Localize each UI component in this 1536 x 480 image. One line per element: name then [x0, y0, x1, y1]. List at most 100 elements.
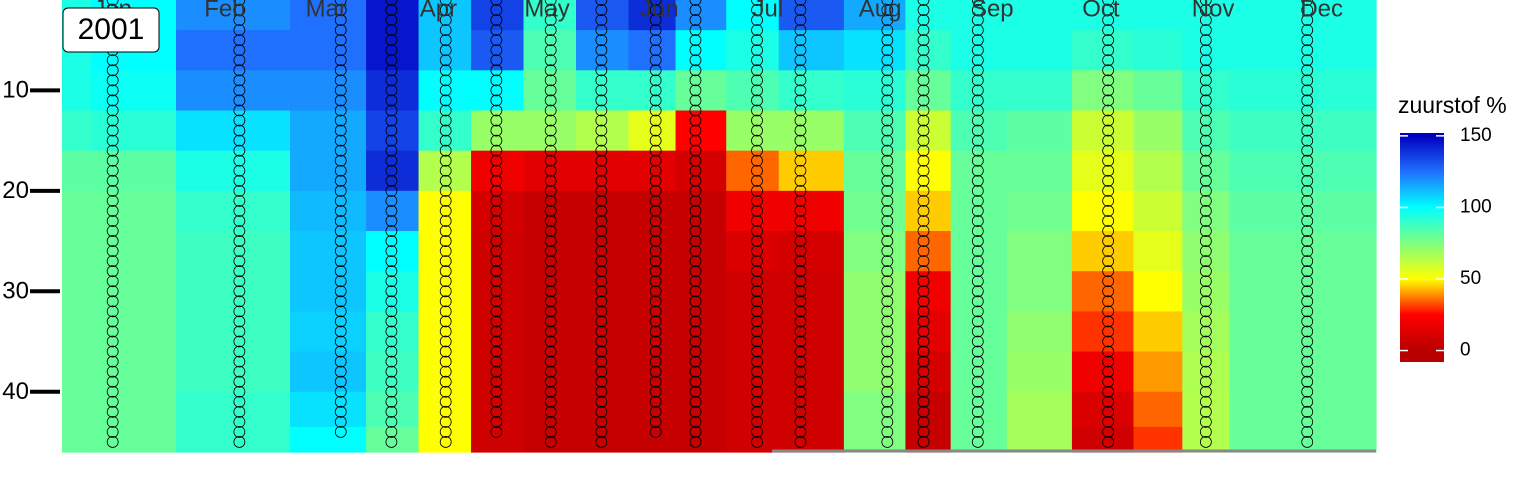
sample-point [1199, 54, 1212, 67]
sample-point [233, 94, 246, 107]
sample-point [881, 395, 894, 408]
sample-point [689, 174, 702, 187]
heat-cell [778, 30, 845, 71]
sample-point [794, 164, 807, 177]
heat-cell [1006, 110, 1073, 152]
sample-point [595, 114, 608, 127]
sample-point [106, 114, 119, 127]
sample-point [439, 315, 452, 328]
sample-point [971, 194, 984, 207]
sample-point [1102, 24, 1115, 37]
sample-point [1102, 315, 1115, 328]
sample-point [1199, 325, 1212, 338]
sample-point [1199, 184, 1212, 197]
heat-cell [176, 0, 291, 31]
sample-point [385, 255, 398, 268]
sample-point [689, 74, 702, 87]
sample-point [544, 265, 557, 278]
sample-point [385, 436, 398, 448]
sample-point [1199, 305, 1212, 318]
heat-cell [176, 30, 291, 71]
sample-point [751, 436, 763, 448]
sample-point [233, 194, 246, 207]
heat-cell [176, 311, 291, 353]
sample-point [544, 4, 557, 16]
sample-point [689, 355, 702, 368]
sample-point [106, 265, 119, 278]
sample-point [794, 365, 807, 378]
sample-point [971, 325, 984, 338]
sample-point [1301, 415, 1314, 428]
heat-cell [418, 70, 472, 112]
sample-point [544, 375, 557, 388]
sample-point [917, 205, 930, 217]
heat-cell [905, 351, 952, 393]
sample-point [1199, 295, 1212, 308]
sample-point [490, 235, 503, 247]
sample-point [881, 0, 894, 6]
heat-cell [950, 271, 1008, 312]
heat-cell [628, 351, 677, 393]
sample-point [106, 54, 119, 67]
heat-cell [1280, 190, 1335, 232]
sample-point [689, 164, 702, 177]
heat-cell [1280, 426, 1335, 453]
heat-cell [366, 391, 420, 428]
colorbar-label: 100 [1460, 196, 1492, 217]
sample-point [490, 194, 503, 207]
sample-point [544, 255, 557, 268]
sample-point [649, 395, 662, 408]
sample-point [1102, 265, 1115, 278]
sample-point [233, 144, 246, 157]
sample-point [385, 64, 398, 77]
sample-point [1301, 4, 1314, 16]
heat-cell [523, 150, 577, 192]
heat-cell [523, 391, 577, 428]
heat-cell [1133, 30, 1183, 71]
sample-point [595, 436, 608, 448]
sample-point [490, 225, 503, 237]
sample-point [794, 375, 807, 388]
sample-point [917, 305, 930, 318]
sample-point [544, 225, 557, 237]
sample-point [439, 255, 452, 268]
heat-cell [290, 231, 367, 272]
x-tick-label: Jul [753, 0, 784, 22]
sample-point [751, 355, 763, 368]
sample-point [881, 14, 894, 26]
sample-point [917, 295, 930, 308]
sample-point [1301, 345, 1314, 358]
sample-point [1102, 375, 1115, 388]
sample-point [334, 114, 347, 127]
sample-point [649, 144, 662, 157]
heat-cell [1334, 0, 1377, 31]
sample-point [689, 315, 702, 328]
heat-cell [576, 271, 630, 312]
sample-point [881, 215, 894, 227]
heat-cell [576, 311, 630, 353]
sample-point [794, 194, 807, 207]
sample-point [971, 375, 984, 388]
sample-point [544, 114, 557, 127]
heat-cell [290, 391, 367, 428]
sample-point [689, 225, 702, 237]
sample-point [106, 325, 119, 338]
sample-point [794, 14, 807, 26]
sample-point [649, 205, 662, 217]
heat-cell [950, 30, 1008, 71]
sample-point [689, 194, 702, 207]
sample-point [490, 385, 503, 398]
heat-cell [471, 150, 525, 192]
sample-point [106, 275, 119, 288]
sample-point [689, 415, 702, 428]
sample-point [1301, 174, 1314, 187]
heat-cell [1229, 0, 1281, 31]
sample-point [917, 375, 930, 388]
sample-point [595, 415, 608, 428]
sample-point [233, 305, 246, 318]
heat-cell [1334, 150, 1377, 192]
sample-point [689, 375, 702, 388]
sample-point [1199, 275, 1212, 288]
heat-cell [523, 110, 577, 152]
sample-point [1102, 235, 1115, 247]
